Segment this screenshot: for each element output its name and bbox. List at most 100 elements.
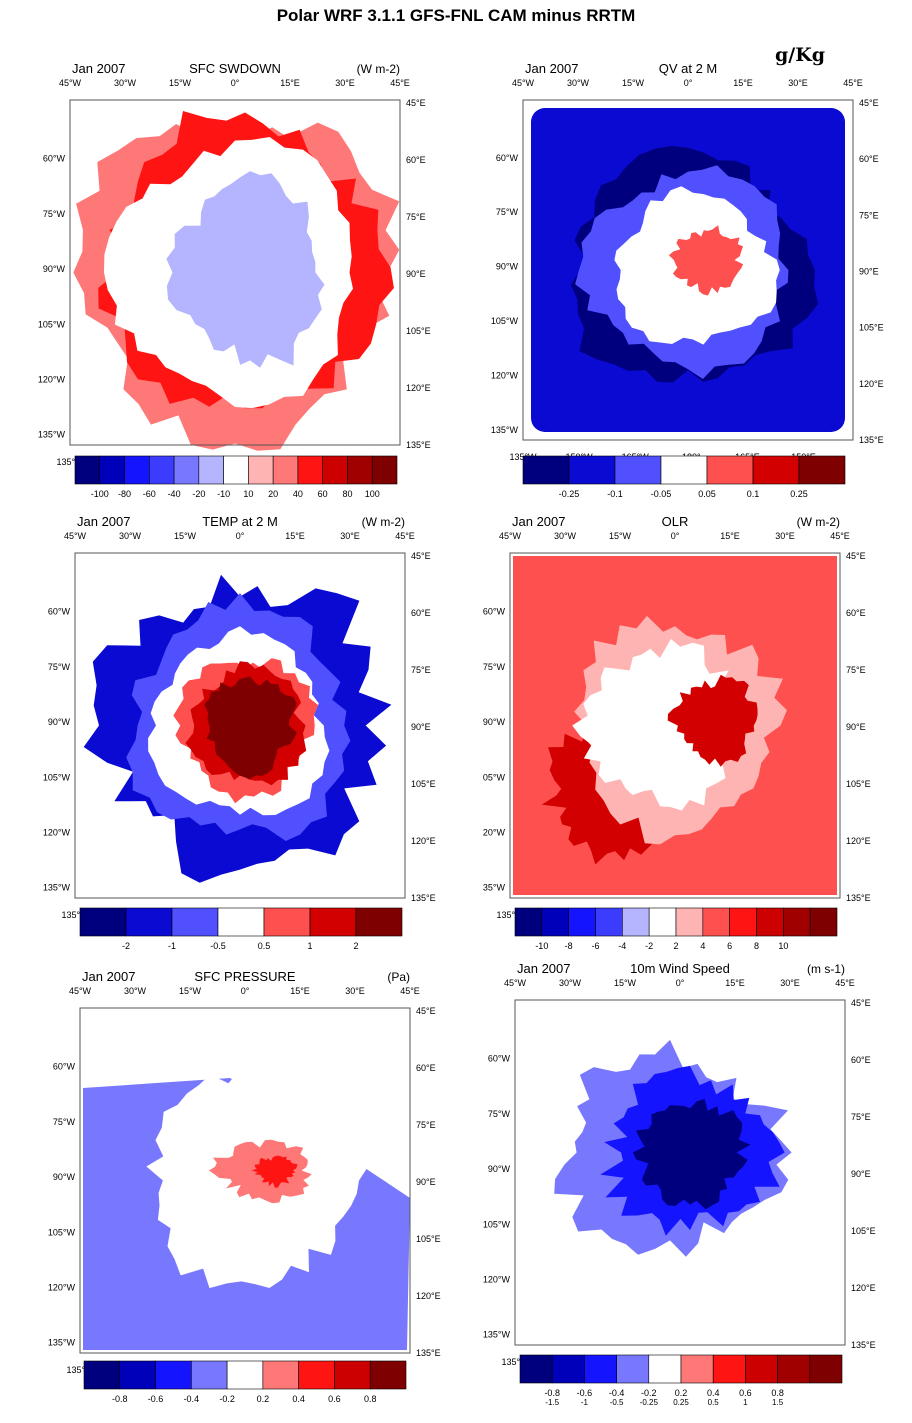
colorbar-label: 4	[700, 941, 705, 951]
colorbar-swatch	[226, 1360, 264, 1390]
left-tick: 75°W	[43, 209, 66, 219]
left-tick: 20°W	[483, 827, 506, 837]
right-tick: 120°E	[411, 836, 436, 846]
colorbar-label: 0.25	[790, 489, 808, 499]
colorbar-label: 6	[727, 941, 732, 951]
colorbar-swatch	[124, 455, 150, 485]
panel-sfc-pressure: Jan 2007 SFC PRESSURE (Pa) 45°W 30°W 15°W 0° 15…	[0, 963, 450, 1423]
left-tick: 105°W	[43, 772, 71, 782]
colorbar-swatch	[541, 907, 569, 937]
top-tick: 0°	[236, 531, 245, 541]
left-tick: 135°W	[491, 425, 519, 435]
colorbar-swatch	[660, 455, 708, 485]
right-tick: 45°E	[406, 98, 426, 108]
colorbar-swatch	[519, 1354, 553, 1384]
right-tick: 120°E	[851, 1283, 876, 1293]
panel-units: (Pa)	[387, 970, 410, 984]
left-tick: 90°W	[488, 1164, 511, 1174]
colorbar-swatch	[125, 907, 173, 937]
top-tick: 30°W	[554, 531, 577, 541]
right-tick: 105°E	[851, 1226, 876, 1236]
top-tick: 45°E	[835, 978, 855, 988]
colorbar-label: -10	[535, 941, 548, 951]
map-frame	[79, 1007, 411, 1354]
colorbar-label: 1	[307, 941, 312, 951]
colorbar-swatch	[248, 455, 274, 485]
colorbar-label: -2	[645, 941, 653, 951]
panel-date: Jan 2007	[517, 961, 571, 976]
top-tick: 15°W	[174, 531, 197, 541]
right-tick: 45°E	[851, 998, 871, 1008]
colorbar-label: -0.6	[577, 1388, 593, 1398]
left-tick: 120°W	[38, 374, 66, 384]
colorbar-swatch	[262, 1360, 299, 1390]
top-tick: 15°E	[720, 531, 740, 541]
left-tick: 105°W	[483, 1219, 511, 1229]
left-tick: 105°W	[48, 1227, 76, 1237]
colorbar-label: -80	[118, 489, 131, 499]
left-tick: 90°W	[43, 264, 66, 274]
right-tick: 135°E	[416, 1348, 441, 1358]
panel-units: (W m-2)	[362, 515, 405, 529]
colorbar-swatch	[783, 907, 811, 937]
left-tick: 135°W	[38, 430, 66, 440]
top-tick: 30°E	[780, 978, 800, 988]
colorbar-swatch	[614, 455, 662, 485]
right-tick: 75°E	[846, 665, 866, 675]
top-tick: 45°W	[504, 978, 527, 988]
right-tick: 105°E	[846, 779, 871, 789]
colorbar-label: 80	[342, 489, 352, 499]
map-field	[513, 556, 837, 895]
panel-temp-2m: Jan 2007 TEMP at 2 M (W m-2) 45°W 30°W 15°W 0°…	[0, 508, 450, 968]
right-tick: 105°E	[406, 326, 431, 336]
right-tick: 75°E	[859, 210, 879, 220]
left-tick: 75°W	[483, 662, 506, 672]
colorbar-label: 0.6	[328, 1394, 341, 1404]
right-tick: 105°E	[411, 779, 436, 789]
colorbar-swatch	[514, 907, 543, 937]
top-tick: 45°W	[499, 531, 522, 541]
colorbar-swatch	[298, 1360, 335, 1390]
right-tick: 75°E	[851, 1112, 871, 1122]
top-tick: 45°E	[400, 986, 420, 996]
colorbar-label-2: -0.5	[610, 1398, 624, 1407]
right-tick: 60°E	[859, 154, 879, 164]
left-tick: 60°W	[53, 1062, 76, 1072]
left-tick: 35°W	[483, 883, 506, 893]
map-frame	[74, 552, 406, 899]
colorbar-swatch	[155, 1360, 192, 1390]
left-tick: 120°W	[483, 1274, 511, 1284]
colorbar-swatch	[217, 907, 265, 937]
left-tick: 60°W	[488, 1054, 511, 1064]
colorbar-label: 0.8	[364, 1394, 377, 1404]
colorbar-label: 0.8	[771, 1388, 784, 1398]
bottom-tick: 135°W	[496, 910, 524, 920]
top-tick: 15°E	[290, 986, 310, 996]
top-tick: 45°W	[512, 78, 535, 88]
map-frame	[522, 99, 854, 441]
colorbar-label: -20	[192, 489, 205, 499]
right-tick: 60°E	[411, 608, 431, 618]
colorbar-label: 0.2	[675, 1388, 688, 1398]
colorbar-swatch	[371, 455, 398, 485]
left-tick: 60°W	[48, 607, 71, 617]
left-tick: 135°W	[483, 1330, 511, 1340]
chart-sfc-swdown: Jan 2007 SFC SWDOWN (W m-2) 45°W 30°W 15°W 0° 1…	[38, 61, 431, 499]
colorbar-label: 8	[754, 941, 759, 951]
top-tick: 30°E	[775, 531, 795, 541]
colorbar-label: -0.8	[544, 1388, 560, 1398]
left-tick: 135°W	[43, 883, 71, 893]
panel-date: Jan 2007	[512, 514, 566, 529]
left-tick: 60°W	[483, 607, 506, 617]
colorbar-swatch	[729, 907, 757, 937]
left-tick: 120°W	[48, 1282, 76, 1292]
colorbar-label: -0.1	[607, 489, 623, 499]
bottom-tick: 135°W	[61, 910, 89, 920]
left-tick: 90°W	[483, 717, 506, 727]
bottom-tick: 135°W	[501, 1357, 529, 1367]
right-tick: 135°E	[411, 893, 436, 903]
top-tick: 30°E	[345, 986, 365, 996]
top-tick: 30°E	[788, 78, 808, 88]
right-tick: 90°E	[406, 269, 426, 279]
colorbar-label: 2	[673, 941, 678, 951]
